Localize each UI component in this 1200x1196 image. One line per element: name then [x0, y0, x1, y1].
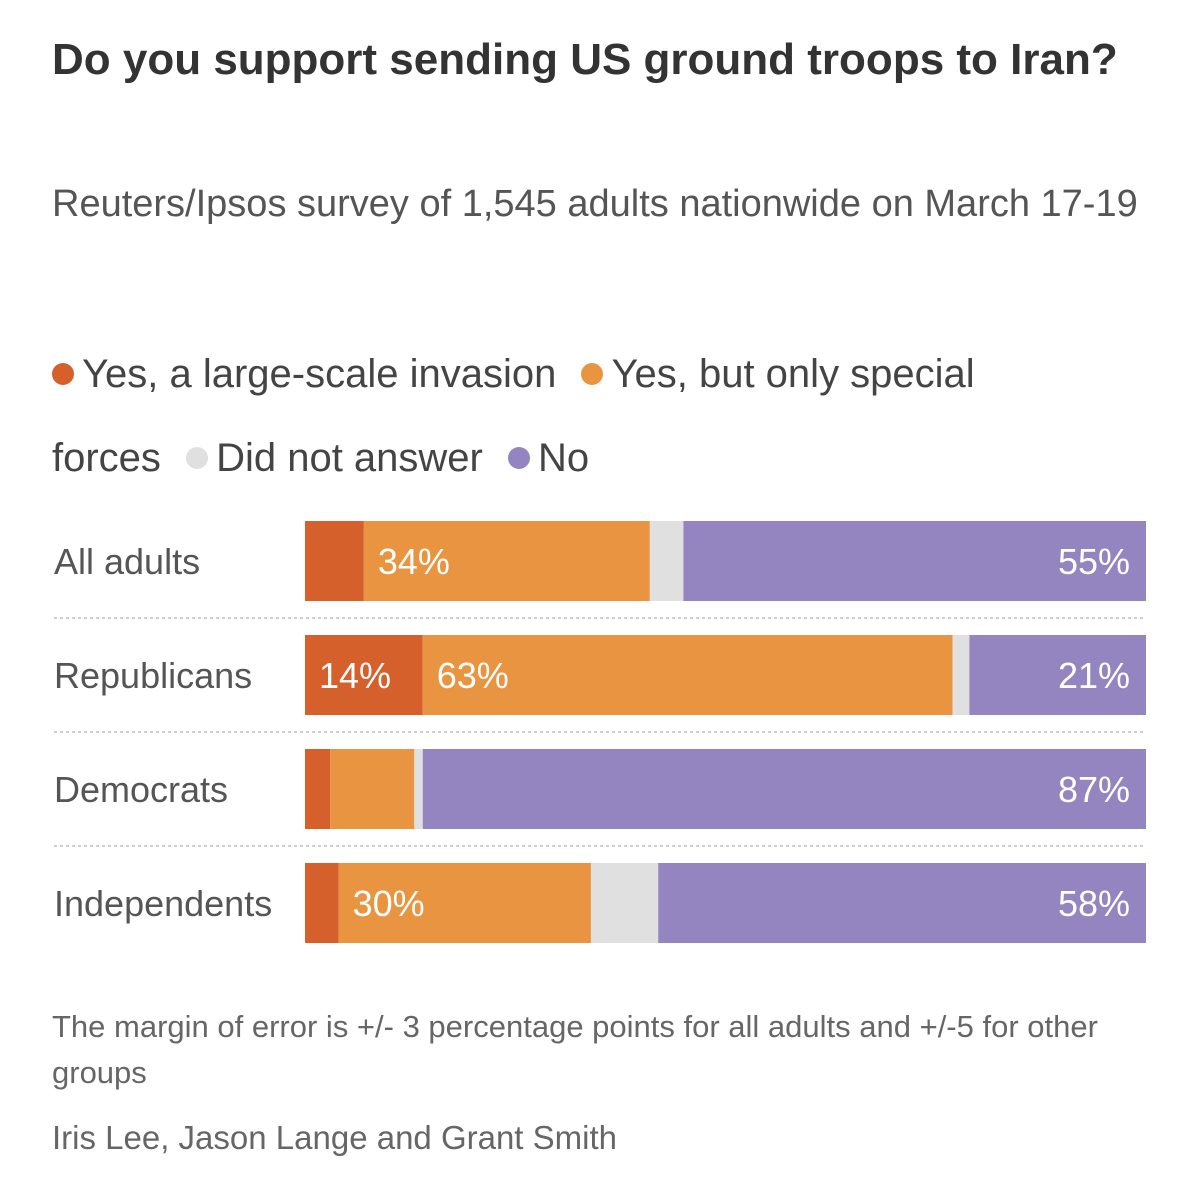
bar-segment [305, 521, 364, 601]
data-label: 14% [319, 655, 391, 696]
legend-label: Did not answer [216, 436, 483, 480]
data-label: 21% [1058, 655, 1130, 696]
bar-segment [330, 749, 415, 829]
bar-segment [305, 863, 339, 943]
stacked-bar-chart: All adults 34% 55% Republicans 14% 63% 21% Demo… [54, 521, 1146, 943]
margin-of-error-note: The margin of error is +/- 3 percentage … [52, 1009, 1098, 1090]
bar-segment [683, 521, 1146, 601]
bar-segment [422, 749, 1146, 829]
chart-title: Do you support sending US ground troops … [52, 35, 1118, 84]
legend-item-large-scale-invasion: Yes, a large-scale invasion [52, 352, 556, 396]
data-label: 55% [1058, 541, 1130, 582]
legend-swatch [581, 363, 604, 385]
legend-item-no: No [507, 436, 590, 480]
bar-segment [969, 635, 1146, 715]
category-label: Republicans [54, 655, 252, 696]
bar-segment [305, 635, 423, 715]
legend-swatch [186, 447, 209, 469]
legend-swatch [507, 447, 530, 469]
legend-label: Yes, a large-scale invasion [82, 352, 557, 396]
category-label: Independents [54, 883, 272, 924]
bar-segment [338, 863, 591, 943]
chart-subtitle: Reuters/Ipsos survey of 1,545 adults nat… [52, 183, 1138, 225]
data-label: 30% [353, 883, 425, 924]
legend-item-did-not-answer: Did not answer [186, 436, 483, 480]
chart-legend: Yes, a large-scale invasion Yes, but onl… [52, 332, 1092, 500]
legend-item-special-forces: Yes, but only special forces [52, 352, 975, 480]
data-label: 87% [1058, 769, 1130, 810]
bar-segment [658, 863, 1146, 943]
legend-label: Yes, but only special forces [52, 352, 975, 480]
category-label: All adults [54, 541, 200, 582]
bar-segment [422, 635, 953, 715]
bar-segment [952, 635, 970, 715]
bar-segment [649, 521, 684, 601]
legend-swatch [52, 363, 74, 385]
category-label: Democrats [54, 769, 228, 810]
data-label: 58% [1058, 883, 1130, 924]
data-label: 34% [378, 541, 450, 582]
bar-segment [363, 521, 650, 601]
bar-segment [590, 863, 659, 943]
legend-label: No [537, 436, 590, 480]
author-credit: Iris Lee, Jason Lange and Grant Smith [52, 1119, 617, 1156]
data-label: 63% [437, 655, 509, 696]
bar-segment [305, 749, 331, 829]
bar-segment [414, 749, 423, 829]
